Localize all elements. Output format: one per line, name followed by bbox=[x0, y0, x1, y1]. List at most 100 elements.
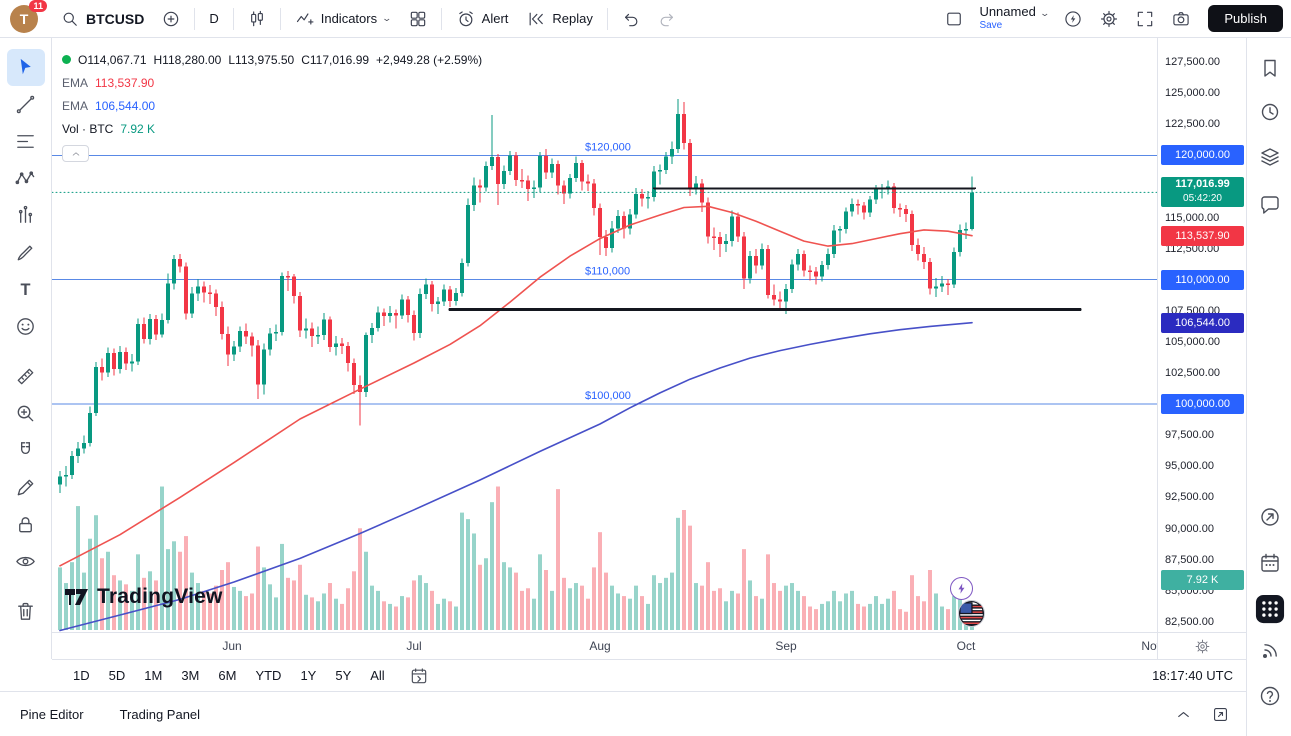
price-axis-label: 127,500.00 bbox=[1165, 56, 1221, 68]
streams-broadcast-icon[interactable] bbox=[1258, 639, 1282, 663]
chart-pane: $120,000 $110,000 $100,000 O114,067.71 H11… bbox=[52, 38, 1246, 659]
tool-lock[interactable] bbox=[7, 506, 45, 543]
tool-zoom-in[interactable] bbox=[7, 395, 45, 432]
fullscreen-button[interactable] bbox=[1128, 4, 1162, 34]
alerts-clock-icon[interactable] bbox=[1258, 100, 1282, 124]
redo-button[interactable] bbox=[650, 4, 684, 34]
range-button-ytd[interactable]: YTD bbox=[255, 668, 282, 683]
volume-value: 7.92 K bbox=[120, 121, 156, 136]
ema-fast-value: 113,537.90 bbox=[95, 75, 155, 90]
time-axis[interactable]: Jun Jul Aug Sep Oct Nov bbox=[52, 632, 1163, 659]
price-axis-label: 95,000.00 bbox=[1165, 460, 1214, 473]
svg-text:$100,000: $100,000 bbox=[585, 390, 631, 402]
tab-trading-panel[interactable]: Trading Panel bbox=[119, 706, 201, 722]
event-flag-icon[interactable] bbox=[958, 600, 985, 627]
snapshot-button[interactable] bbox=[1164, 4, 1198, 34]
price-axis-label: 92,500.00 bbox=[1165, 491, 1214, 504]
price-axis-label: 115,000.00 bbox=[1165, 211, 1220, 224]
manage-layouts-button[interactable] bbox=[937, 4, 971, 34]
quick-actions-button[interactable] bbox=[1056, 4, 1090, 34]
range-button-3m[interactable]: 3M bbox=[181, 668, 200, 683]
range-button-5y[interactable]: 5Y bbox=[335, 668, 352, 683]
toolbar-divider bbox=[194, 7, 196, 30]
tool-magnet[interactable] bbox=[7, 432, 45, 469]
tool-forecast[interactable] bbox=[7, 197, 45, 234]
tool-fib-retracement[interactable] bbox=[7, 123, 45, 160]
price-level-badge: 106,544.00 bbox=[1161, 312, 1244, 333]
chat-icon[interactable] bbox=[1258, 193, 1282, 217]
publish-button[interactable]: Publish bbox=[1208, 5, 1283, 32]
chart-legend: O114,067.71 H118,280.00 L113,975.50 C117… bbox=[62, 48, 482, 162]
range-button-1y[interactable]: 1Y bbox=[300, 668, 317, 683]
toolbar-divider bbox=[232, 7, 234, 30]
chart-settings-button[interactable] bbox=[1092, 4, 1126, 34]
tool-trend-line[interactable] bbox=[7, 86, 45, 123]
volume-row[interactable]: Vol · BTC 7.92 K bbox=[62, 117, 482, 140]
ohlc-row[interactable]: O114,067.71 H118,280.00 L113,975.50 C117… bbox=[62, 48, 482, 71]
calendar-icon[interactable] bbox=[1258, 551, 1282, 575]
tool-hide-eye[interactable] bbox=[7, 543, 45, 580]
save-layout-link[interactable]: Save bbox=[979, 20, 1003, 32]
tool-measure[interactable] bbox=[7, 358, 45, 395]
price-axis-label: 105,000.00 bbox=[1165, 335, 1221, 348]
ema-slow-row[interactable]: EMA 106,544.00 bbox=[62, 94, 482, 117]
tool-remove-trash[interactable] bbox=[7, 593, 45, 630]
market-status-dot bbox=[62, 55, 71, 64]
toolbar-divider bbox=[440, 7, 442, 30]
tool-text[interactable]: T bbox=[7, 271, 45, 308]
chevron-down-icon: ⌄ bbox=[381, 13, 393, 23]
utc-clock[interactable]: 18:17:40 UTC bbox=[1152, 668, 1233, 683]
ema-fast-row[interactable]: EMA 113,537.90 bbox=[62, 71, 482, 94]
layout-templates-button[interactable] bbox=[401, 4, 435, 34]
time-axis-month-label: Sep bbox=[775, 639, 797, 653]
layout-square-icon bbox=[944, 9, 964, 29]
go-to-date-icon[interactable] bbox=[409, 666, 429, 686]
ideas-icon[interactable] bbox=[1258, 505, 1282, 529]
symbol-search-button[interactable]: BTCUSD bbox=[52, 4, 152, 34]
svg-text:$110,000: $110,000 bbox=[585, 266, 630, 278]
axis-settings-corner[interactable] bbox=[1157, 632, 1246, 659]
chart-style-button[interactable] bbox=[240, 4, 274, 34]
price-axis[interactable]: 127,500.00125,000.00122,500.00117,500.00… bbox=[1157, 38, 1246, 632]
range-button-1m[interactable]: 1M bbox=[144, 668, 163, 683]
indicators-button[interactable]: Indicators ⌄ bbox=[287, 4, 399, 34]
watchlist-icon[interactable] bbox=[1258, 56, 1282, 80]
range-button-1d[interactable]: 1D bbox=[73, 668, 90, 683]
range-button-6m[interactable]: 6M bbox=[218, 668, 237, 683]
help-question-icon[interactable] bbox=[1258, 684, 1282, 708]
tool-brush[interactable] bbox=[7, 234, 45, 271]
interval-label: D bbox=[209, 11, 219, 26]
svg-text:T: T bbox=[21, 281, 31, 299]
tab-pine-editor[interactable]: Pine Editor bbox=[20, 706, 84, 722]
replay-icon bbox=[526, 9, 546, 29]
tradingview-logo-icon bbox=[64, 584, 90, 610]
undo-button[interactable] bbox=[614, 4, 648, 34]
replay-button[interactable]: Replay bbox=[518, 4, 600, 34]
alert-clock-icon bbox=[456, 9, 476, 29]
user-avatar[interactable]: T 11 bbox=[10, 0, 47, 33]
price-axis-label: 97,500.00 bbox=[1165, 429, 1214, 442]
event-lightning-icon[interactable] bbox=[950, 577, 973, 600]
panel-expand-chevron-icon[interactable] bbox=[1174, 705, 1193, 724]
tool-pattern[interactable] bbox=[7, 160, 45, 197]
axis-gear-icon bbox=[1194, 638, 1211, 655]
quick-actions-lightning-icon bbox=[1063, 9, 1083, 29]
object-tree-layers-icon[interactable] bbox=[1258, 145, 1282, 169]
fullscreen-icon bbox=[1135, 9, 1155, 29]
bottom-panel-tabs: Pine Editor Trading Panel bbox=[20, 707, 200, 722]
panel-open-window-icon[interactable] bbox=[1211, 705, 1230, 724]
interval-button[interactable]: D bbox=[201, 4, 226, 34]
current-price-badge: 117,016.99 05:42:20 bbox=[1161, 177, 1244, 208]
compare-add-symbol-button[interactable] bbox=[154, 4, 188, 34]
tool-cursor[interactable] bbox=[6, 49, 45, 86]
price-chart[interactable]: $120,000 $110,000 $100,000 bbox=[52, 38, 1157, 632]
range-button-all[interactable]: All bbox=[370, 668, 385, 683]
tool-emoji[interactable] bbox=[7, 308, 45, 345]
tool-drawing-pencil[interactable] bbox=[7, 469, 45, 506]
alert-button[interactable]: Alert bbox=[448, 4, 517, 34]
range-button-5d[interactable]: 5D bbox=[108, 668, 126, 683]
layout-name-button[interactable]: Unnamed ⌄ Save bbox=[973, 4, 1054, 32]
price-level-badge: 7.92 K bbox=[1161, 570, 1244, 590]
apps-grid-icon[interactable] bbox=[1255, 594, 1285, 624]
legend-collapse-button[interactable] bbox=[62, 145, 89, 162]
